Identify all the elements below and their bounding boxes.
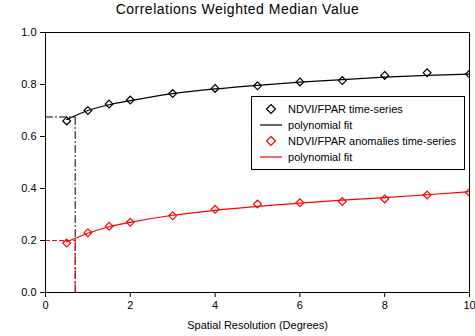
svg-text:0.4: 0.4: [21, 182, 36, 194]
svg-text:0.6: 0.6: [21, 130, 36, 142]
svg-text:Spatial Resolution (Degrees): Spatial Resolution (Degrees): [187, 319, 328, 331]
html-text:NDVI/FPAR anomalies time-serie: NDVI/FPAR anomalies time-series: [288, 135, 456, 147]
html-text:polynomial fit: polynomial fit: [288, 119, 353, 131]
svg-text:0.8: 0.8: [21, 78, 36, 90]
svg-text:2: 2: [127, 299, 133, 311]
html-text:NDVI/FPAR time-series: NDVI/FPAR time-series: [288, 103, 403, 115]
svg-text:10: 10: [463, 299, 475, 311]
svg-text:8: 8: [382, 299, 388, 311]
svg-text:0: 0: [42, 299, 48, 311]
html-text:Correlations Weighted Median V: Correlations Weighted Median Value: [115, 1, 360, 17]
html-text:polynomial fit: polynomial fit: [288, 151, 353, 163]
svg-text:4: 4: [212, 299, 218, 311]
svg-text:0.0: 0.0: [21, 286, 36, 298]
svg-text:1.0: 1.0: [21, 26, 36, 38]
svg-text:6: 6: [297, 299, 303, 311]
svg-text:0.2: 0.2: [21, 234, 36, 246]
